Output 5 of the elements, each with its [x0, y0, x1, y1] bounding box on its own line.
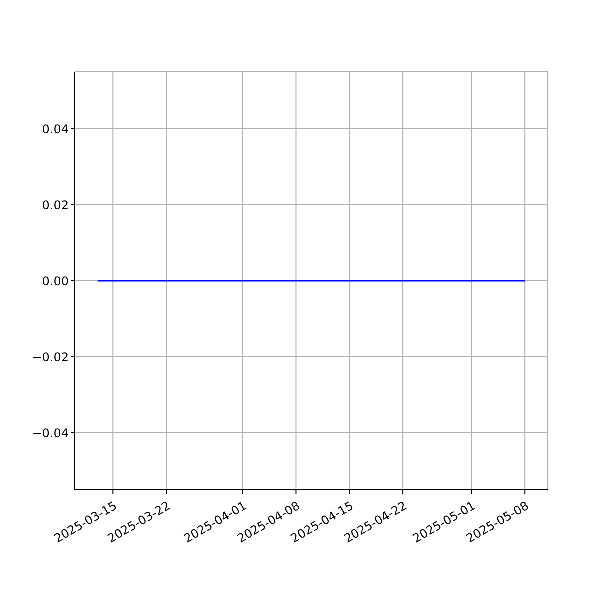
y-tick-label: 0.02	[42, 198, 69, 212]
y-tick-label: 0.04	[42, 122, 69, 136]
y-tick-label: 0.00	[42, 274, 69, 288]
y-tick-label: −0.04	[32, 426, 69, 440]
y-tick-label: −0.02	[32, 350, 69, 364]
